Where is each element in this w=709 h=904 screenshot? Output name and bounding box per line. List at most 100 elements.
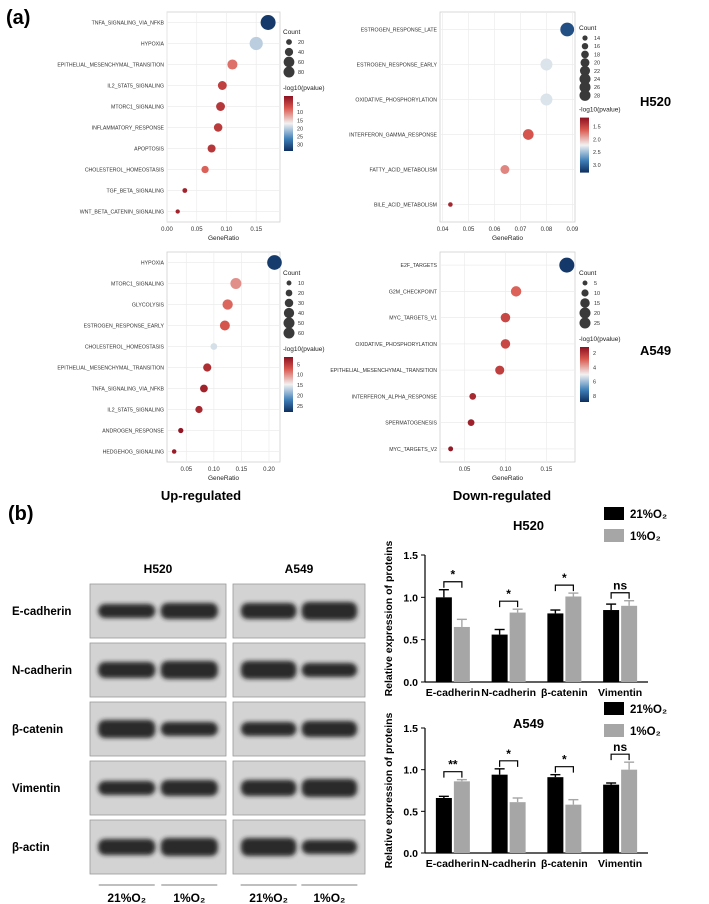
term-label: INTERFERON_GAMMA_RESPONSE xyxy=(349,133,437,139)
blot-band xyxy=(240,661,297,679)
size-legend-label: 26 xyxy=(594,85,600,91)
bar xyxy=(435,798,452,853)
category-label: Vimentin xyxy=(598,687,642,699)
dot-point xyxy=(201,165,209,174)
term-label: MTORC1_SIGNALING xyxy=(111,282,164,288)
color-legend-label: 2.0 xyxy=(593,137,601,143)
size-legend-title: Count xyxy=(283,270,301,277)
dot-point xyxy=(559,257,575,273)
dot-point xyxy=(210,343,218,350)
x-tick-label: 0.05 xyxy=(459,467,471,473)
y-axis-label: Relative expression of proteins xyxy=(383,540,395,696)
size-legend-label: 10 xyxy=(298,281,304,287)
term-label: EPITHELIAL_MESENCHYMAL_TRANSITION xyxy=(330,368,437,374)
term-label: OXIDATIVE_PHOSPHORYLATION xyxy=(355,342,437,348)
significance-bracket xyxy=(554,584,574,592)
term-label: IL2_STAT5_SIGNALING xyxy=(107,84,164,90)
dot-point xyxy=(522,129,534,140)
dot-point xyxy=(203,363,212,372)
size-legend-label: 18 xyxy=(594,52,600,58)
bar xyxy=(621,769,638,853)
blot-band xyxy=(301,602,358,620)
category-label: E-cadherin xyxy=(426,858,480,870)
size-legend-dot xyxy=(286,280,292,286)
bar xyxy=(603,610,620,682)
color-legend-label: 3.0 xyxy=(593,163,601,169)
term-label: INFLAMMATORY_RESPONSE xyxy=(92,126,165,132)
size-legend-label: 80 xyxy=(298,70,304,76)
size-legend-dot xyxy=(581,50,589,59)
bar xyxy=(565,804,582,853)
legend-label: 21%O₂ xyxy=(630,509,667,521)
significance-bracket xyxy=(610,592,630,599)
blot-band xyxy=(301,663,358,677)
color-legend-label: 2.5 xyxy=(593,150,601,156)
size-legend-dot xyxy=(579,65,591,76)
size-legend-dot xyxy=(580,298,590,308)
term-label: INTERFERON_ALPHA_RESPONSE xyxy=(352,394,438,400)
category-label: N-cadherin xyxy=(481,858,536,870)
size-legend-label: 20 xyxy=(298,291,304,297)
dot-point xyxy=(469,393,477,400)
blot-band xyxy=(240,603,297,619)
x-tick-label: 0.05 xyxy=(463,227,475,233)
bar xyxy=(547,613,564,682)
x-tick-label: 0.00 xyxy=(161,227,173,233)
down-regulated-label: Down-regulated xyxy=(453,488,551,503)
x-tick-label: 0.10 xyxy=(221,227,233,233)
size-legend-label: 30 xyxy=(298,301,304,307)
term-label: WNT_BETA_CATENIN_SIGNALING xyxy=(80,210,164,216)
size-legend-label: 40 xyxy=(298,50,304,56)
term-label: BILE_ACID_METABOLISM xyxy=(374,203,437,209)
dotplot-down-h520: 0.04 0.05 0.06 0.07 0.08 0.09 ESTROGEN_RESPONS… xyxy=(349,11,621,242)
blot-band xyxy=(301,840,358,854)
size-legend-label: 60 xyxy=(298,331,304,337)
size-legend-dot xyxy=(579,307,591,319)
term-label: ESTROGEN_RESPONSE_LATE xyxy=(361,28,438,34)
color-legend-title: -log10(pvalue) xyxy=(579,107,621,114)
dot-point xyxy=(560,22,575,37)
blot-band xyxy=(98,839,156,855)
term-label: TNFA_SIGNALING_VIA_NFKB xyxy=(92,387,165,393)
significance-label: ns xyxy=(613,579,627,593)
dot-point xyxy=(500,312,511,323)
size-legend-label: 20 xyxy=(594,311,600,317)
blot-band xyxy=(240,780,297,796)
bar xyxy=(621,605,638,682)
dot-point xyxy=(500,339,511,349)
size-legend-dot xyxy=(284,47,294,57)
significance-label: * xyxy=(506,587,511,601)
dot-point xyxy=(260,15,276,30)
panel-label-a: (a) xyxy=(6,7,30,29)
dot-point xyxy=(222,299,233,310)
bar-chart-bar-h520: H520 0.0 0.5 1.0 1.5 Relative expression of p… xyxy=(383,507,667,699)
blot-band xyxy=(160,722,218,736)
term-label: G2M_CHECKPOINT xyxy=(389,289,438,295)
category-label: β-catenin xyxy=(541,687,588,699)
bar xyxy=(491,774,508,853)
dot-point xyxy=(540,58,553,71)
blot-band xyxy=(98,781,156,795)
y-tick-label: 0.0 xyxy=(403,848,418,860)
x-tick-label: 0.06 xyxy=(489,227,501,233)
dot-point xyxy=(207,144,216,153)
x-axis-label: GeneRatio xyxy=(492,235,523,242)
bar xyxy=(509,802,526,853)
y-tick-label: 0.5 xyxy=(403,806,418,818)
blot-band xyxy=(160,661,218,679)
size-legend-label: 60 xyxy=(298,60,304,66)
blot-band xyxy=(301,721,358,737)
dot-point xyxy=(230,277,242,290)
cell-line-label: H520 xyxy=(144,562,173,576)
term-label: OXIDATIVE_PHOSPHORYLATION xyxy=(355,98,437,104)
significance-label: * xyxy=(562,753,567,767)
plot-frame xyxy=(439,251,576,463)
blot-band xyxy=(240,838,297,856)
plot-frame xyxy=(439,11,576,223)
bar xyxy=(565,596,582,682)
protein-label: β-catenin xyxy=(12,724,63,736)
dot-point xyxy=(182,188,188,193)
size-legend-label: 25 xyxy=(594,321,600,327)
dot-point xyxy=(195,405,203,414)
protein-label: E-cadherin xyxy=(12,606,71,618)
